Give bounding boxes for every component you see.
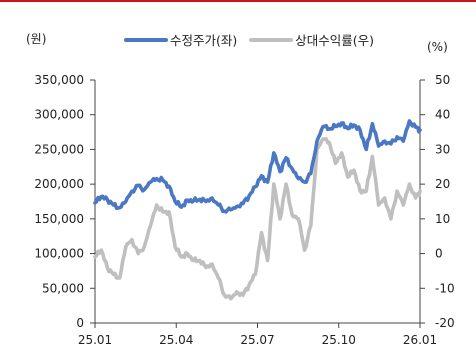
left-y-tick-label: 150,000: [34, 212, 84, 226]
legend-label-price: 수정주가(좌): [170, 33, 238, 48]
right-y-tick-label: 20: [435, 177, 450, 191]
right-y-tick-label: 50: [435, 73, 450, 87]
x-tick-label: 26.01: [403, 333, 437, 347]
left-y-tick-label: 200,000: [34, 177, 84, 191]
legend-label-relative-return: 상대수익률(우): [295, 33, 375, 48]
left-y-tick-label: 100,000: [34, 247, 84, 261]
x-tick-label: 25.10: [322, 333, 356, 347]
x-tick-label: 25.04: [159, 333, 193, 347]
right-y-tick-label: 10: [435, 212, 450, 226]
legend-swatch-relative-return: [249, 37, 294, 42]
series-line-relative-return: [93, 137, 422, 301]
left-y-tick-label: 350,000: [34, 73, 84, 87]
legend-item-relative-return: 상대수익률(우): [249, 30, 374, 49]
right-y-tick-label: 0: [435, 247, 443, 261]
top-rule: [0, 0, 476, 2]
legend-swatch-price: [124, 37, 168, 42]
x-tick-label: 25.01: [78, 333, 112, 347]
right-y-tick-label: -10: [435, 281, 455, 295]
right-y-tick-label: -20: [435, 316, 455, 330]
left-y-tick-label: 300,000: [34, 108, 84, 122]
left-y-tick-label: 250,000: [34, 142, 84, 156]
right-y-tick-label: 30: [435, 142, 450, 156]
left-y-tick-label: 50,000: [42, 281, 84, 295]
left-y-tick-label: 0: [76, 316, 84, 330]
legend-item-price: 수정주가(좌): [124, 30, 237, 49]
left-axis-unit: (원): [26, 32, 47, 46]
x-tick-label: 25.07: [240, 333, 274, 347]
legend: 수정주가(좌) 상대수익률(우): [124, 30, 386, 49]
series-line-price: [93, 119, 422, 214]
right-axis-unit: (%): [427, 40, 448, 54]
right-y-tick-label: 40: [435, 108, 450, 122]
